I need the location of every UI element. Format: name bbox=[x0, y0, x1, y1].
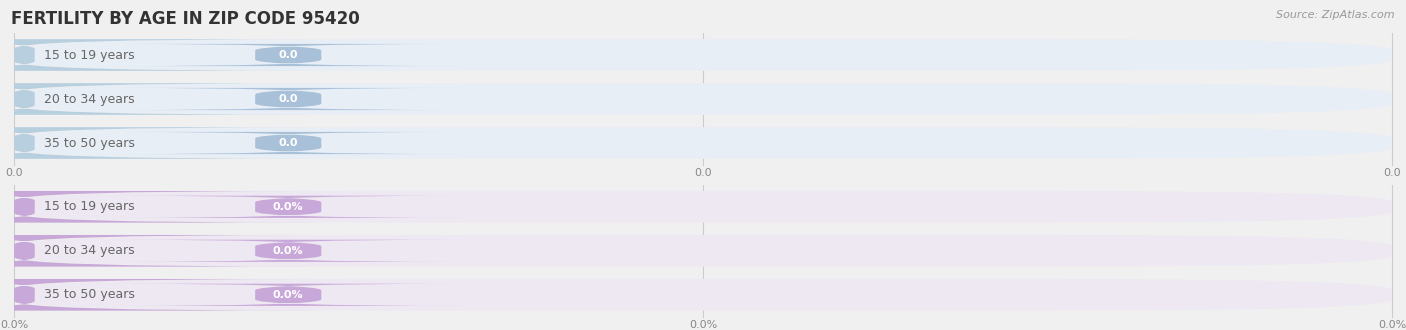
FancyBboxPatch shape bbox=[14, 279, 1392, 311]
FancyBboxPatch shape bbox=[14, 235, 1392, 267]
Text: 15 to 19 years: 15 to 19 years bbox=[45, 200, 135, 213]
Text: Source: ZipAtlas.com: Source: ZipAtlas.com bbox=[1277, 10, 1395, 20]
FancyBboxPatch shape bbox=[14, 39, 1392, 71]
Text: 0.0: 0.0 bbox=[278, 138, 298, 148]
FancyBboxPatch shape bbox=[0, 279, 318, 311]
Text: 0.0: 0.0 bbox=[278, 94, 298, 104]
Text: 0.0: 0.0 bbox=[278, 50, 298, 60]
Text: FERTILITY BY AGE IN ZIP CODE 95420: FERTILITY BY AGE IN ZIP CODE 95420 bbox=[11, 10, 360, 28]
FancyBboxPatch shape bbox=[14, 127, 1392, 159]
FancyBboxPatch shape bbox=[115, 88, 461, 110]
FancyBboxPatch shape bbox=[115, 284, 461, 306]
Text: 20 to 34 years: 20 to 34 years bbox=[45, 92, 135, 106]
Text: 0.0%: 0.0% bbox=[273, 290, 304, 300]
Text: 35 to 50 years: 35 to 50 years bbox=[45, 137, 135, 149]
FancyBboxPatch shape bbox=[115, 196, 461, 218]
FancyBboxPatch shape bbox=[14, 83, 1392, 115]
Text: 15 to 19 years: 15 to 19 years bbox=[45, 49, 135, 61]
FancyBboxPatch shape bbox=[0, 39, 318, 71]
FancyBboxPatch shape bbox=[0, 235, 318, 267]
Text: 0.0%: 0.0% bbox=[273, 246, 304, 256]
FancyBboxPatch shape bbox=[115, 240, 461, 262]
FancyBboxPatch shape bbox=[0, 127, 318, 159]
FancyBboxPatch shape bbox=[0, 83, 318, 115]
FancyBboxPatch shape bbox=[115, 132, 461, 154]
Text: 20 to 34 years: 20 to 34 years bbox=[45, 244, 135, 257]
FancyBboxPatch shape bbox=[14, 191, 1392, 223]
FancyBboxPatch shape bbox=[0, 191, 318, 223]
Text: 0.0%: 0.0% bbox=[273, 202, 304, 212]
Text: 35 to 50 years: 35 to 50 years bbox=[45, 288, 135, 301]
FancyBboxPatch shape bbox=[115, 44, 461, 66]
